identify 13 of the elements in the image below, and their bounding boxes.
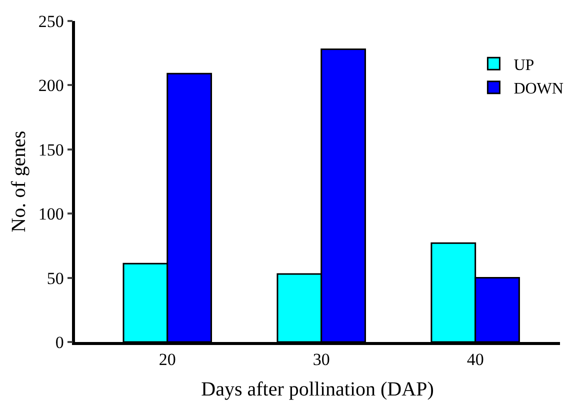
- legend-label: UP: [514, 56, 534, 74]
- y-tick-label: 50: [46, 268, 64, 288]
- y-tick-label: 150: [38, 140, 64, 160]
- legend-label: DOWN: [514, 80, 564, 98]
- y-tick-label: 200: [38, 76, 64, 96]
- y-tick-label: 250: [38, 12, 64, 31]
- y-tick-label: 0: [55, 332, 64, 352]
- x-axis-title: Days after pollination (DAP): [201, 378, 434, 401]
- x-tick-label: 30: [312, 350, 330, 370]
- y-axis-title: No. of genes: [8, 130, 30, 232]
- x-tick-label: 20: [158, 350, 176, 370]
- x-tick-label: 40: [466, 350, 484, 370]
- y-tick-label: 100: [38, 204, 64, 224]
